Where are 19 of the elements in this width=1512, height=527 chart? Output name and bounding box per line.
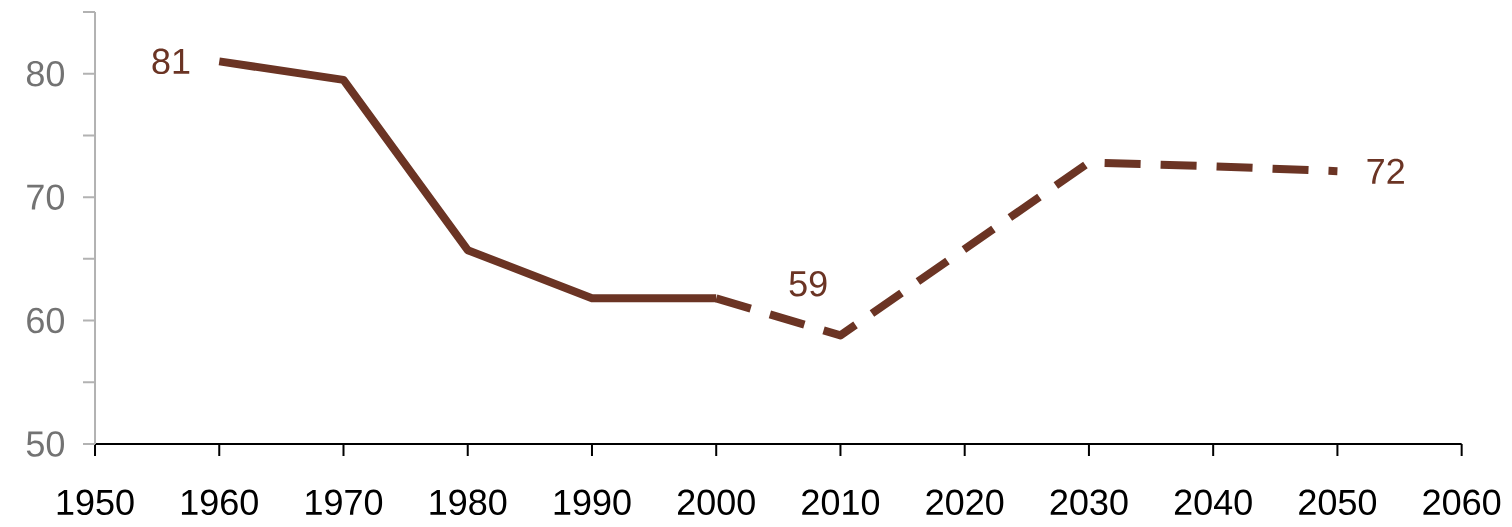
x-tick-label: 1990 <box>554 489 631 516</box>
x-tick-label: 1980 <box>430 489 507 516</box>
y-tick-label: 50 <box>26 431 64 457</box>
x-tick-label: 2040 <box>1174 489 1252 516</box>
y-tick-label: 70 <box>27 184 64 210</box>
data-label: 81 <box>152 48 190 75</box>
data-label: 59 <box>789 270 827 297</box>
y-tick-label: 60 <box>27 307 64 334</box>
x-tick-label: 1970 <box>306 489 383 516</box>
x-tick-label: 1950 <box>57 489 134 516</box>
x-tick-label: 2030 <box>1050 489 1128 516</box>
y-tick-label: 80 <box>26 60 64 87</box>
x-tick-label: 2020 <box>926 489 1004 516</box>
x-tick-label: 2060 <box>1423 489 1501 516</box>
x-tick-label: 2010 <box>802 489 880 516</box>
x-tick-label: 2050 <box>1299 489 1377 516</box>
x-tick-label: 1960 <box>181 489 258 516</box>
x-tick-label: 2000 <box>677 489 755 516</box>
data-label: 72 <box>1367 158 1404 184</box>
